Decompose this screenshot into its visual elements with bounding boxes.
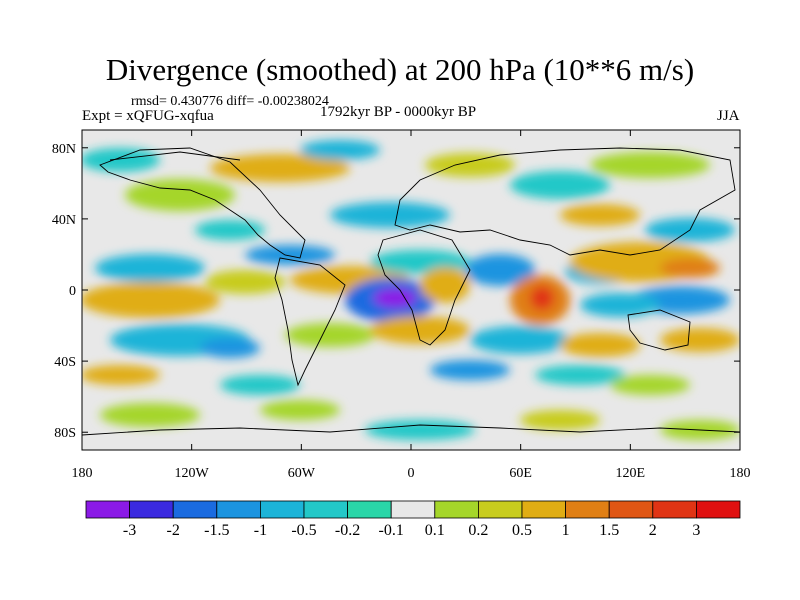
field-patch (365, 420, 475, 440)
coast-arctic (109, 151, 241, 161)
field-patch (510, 171, 610, 199)
field-patch (660, 328, 740, 352)
field-patch (580, 293, 660, 317)
x-axis: 180 120W 60W 0 60E 120E 180 (72, 130, 751, 481)
divergence-field (82, 140, 740, 440)
coast-eurasia (394, 147, 736, 256)
field-patch (660, 258, 720, 278)
field-patch (330, 202, 450, 228)
colorbar-swatch (347, 500, 392, 519)
colorbar-swatch (129, 500, 174, 519)
colorbar-label: -0.2 (335, 522, 360, 539)
field-patch (373, 288, 417, 308)
colorbar-label: 0.5 (512, 522, 532, 539)
colorbar-swatch (565, 500, 610, 519)
field-patch (560, 204, 640, 226)
field-patch (100, 403, 200, 427)
x-tick-label: 180 (72, 466, 93, 481)
x-tick-label: 60E (509, 466, 532, 481)
field-patch (210, 154, 350, 182)
field-patch (82, 282, 220, 318)
field-patch (560, 333, 640, 357)
x-tick-label: 0 (408, 466, 415, 481)
y-tick-label: 80N (52, 142, 76, 157)
colorbar-label: 3 (692, 522, 700, 539)
colorbar: -3 -2 -1.5 -1 -0.5 -0.2 -0.1 0.1 0.2 0.5 1 1.5 2 3 (85, 500, 741, 539)
x-tick-label: 120W (175, 466, 210, 481)
coast-africa (377, 229, 471, 346)
field-patch (285, 323, 375, 347)
y-tick-label: 40N (52, 213, 76, 228)
season-label: JJA (717, 108, 740, 124)
y-tick-label: 40S (54, 355, 76, 370)
colorbar-swatch (303, 500, 348, 519)
y-axis: 80N 40N 0 40S 80S (52, 142, 740, 441)
period-label: 1792kyr BP - 0000kyr BP (320, 104, 477, 120)
colorbar-swatch (521, 500, 566, 519)
y-tick-label: 80S (54, 426, 76, 441)
colorbar-swatch (259, 500, 305, 519)
coast-south-america (274, 257, 346, 387)
field-patch (205, 270, 285, 294)
field-patch (125, 179, 235, 211)
colorbar-swatch (652, 500, 697, 519)
x-tick-label: 180 (730, 466, 751, 481)
colorbar-label: -1.5 (204, 522, 229, 539)
colorbar-swatch (696, 500, 741, 519)
field-patch (465, 254, 535, 286)
colorbar-swatch (85, 500, 130, 519)
field-patch (520, 410, 600, 430)
field-patch (95, 254, 205, 282)
colorbar-swatch (172, 500, 218, 519)
colorbar-label: -1 (254, 522, 267, 539)
field-patch (530, 286, 554, 310)
field-patch (82, 365, 160, 385)
field-patch (300, 140, 380, 160)
colorbar-label: 0.2 (468, 522, 488, 539)
field-patch (220, 375, 300, 395)
colorbar-swatch (434, 500, 479, 519)
colorbar-label: 1 (562, 522, 570, 539)
field-patch (245, 245, 335, 265)
chart-title: Divergence (smoothed) at 200 hPa (10**6 … (105, 52, 695, 87)
coast-australia (627, 309, 691, 351)
field-patch (425, 153, 515, 177)
colorbar-label: -2 (167, 522, 180, 539)
colorbar-label: 1.5 (599, 522, 619, 539)
field-patch (370, 316, 470, 344)
stats-annotation: rmsd= 0.430776 diff= -0.00238024 (131, 94, 329, 109)
field-patch (200, 338, 260, 358)
coast-north-america (99, 147, 306, 259)
field-patch (610, 375, 690, 395)
x-tick-label: 60W (288, 466, 316, 481)
colorbar-swatch (216, 500, 261, 519)
field-patch (82, 148, 160, 172)
field-patch (470, 326, 570, 354)
colorbar-label: 2 (649, 522, 657, 539)
field-patch (590, 152, 710, 178)
colorbar-label: -0.1 (379, 522, 404, 539)
field-patch (535, 365, 625, 385)
field-patch (195, 220, 265, 240)
x-tick-label: 120E (616, 466, 646, 481)
coastlines (82, 147, 740, 436)
field-patch (260, 400, 340, 420)
colorbar-label: 0.1 (425, 522, 445, 539)
y-tick-label: 0 (69, 284, 76, 299)
colorbar-swatch (477, 500, 523, 519)
colorbar-label: -3 (123, 522, 136, 539)
experiment-label: Expt = xQFUG-xqfua (82, 108, 214, 124)
colorbar-swatch (608, 500, 654, 519)
colorbar-swatch (390, 500, 436, 519)
colorbar-label: -0.5 (291, 522, 316, 539)
field-patch (430, 360, 510, 380)
coast-antarctica (82, 424, 740, 436)
